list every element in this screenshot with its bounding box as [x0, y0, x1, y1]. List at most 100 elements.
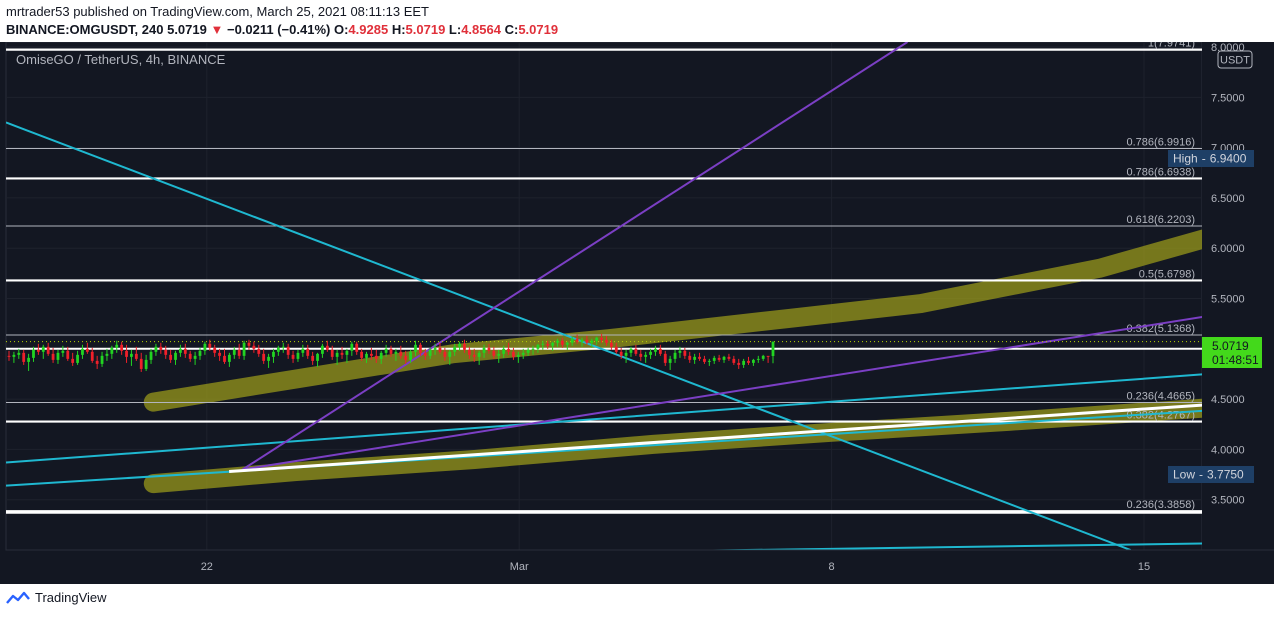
price-axis[interactable]	[1202, 42, 1274, 550]
candle-body-82	[409, 351, 412, 360]
candle-body-7	[41, 346, 45, 352]
y-tick-4: 6.0000	[1211, 243, 1245, 255]
candle-body-104	[516, 354, 520, 357]
fib-label-1: 0.786(6.9916)	[1127, 136, 1196, 148]
candle-body-154	[761, 355, 765, 359]
candle-body-14	[76, 354, 79, 363]
candles	[7, 333, 775, 372]
candle-body-139	[688, 355, 692, 360]
low-label: Low	[1173, 468, 1195, 482]
candle-body-126	[624, 352, 628, 356]
candle-body-72	[360, 351, 364, 358]
candle-body-141	[698, 356, 701, 359]
candle-body-103	[512, 351, 515, 357]
candle-body-15	[81, 348, 84, 355]
countdown-value: 01:48:51	[1212, 353, 1259, 367]
candle-body-70	[350, 343, 354, 351]
currency-badge[interactable]: USDT	[1217, 50, 1253, 69]
candle-body-119	[590, 340, 594, 343]
candle-body-142	[703, 358, 706, 362]
price-change: −0.0211 (−0.41%)	[226, 22, 331, 37]
candle-body-51	[257, 348, 261, 354]
candle-body-68	[340, 352, 344, 355]
candle-body-151	[747, 360, 750, 363]
candle-body-114	[565, 342, 569, 345]
candle-body-89	[443, 351, 447, 357]
candle-body-21	[110, 347, 114, 354]
candle-body-123	[609, 342, 613, 347]
candle-body-26	[134, 353, 138, 359]
candle-body-112	[556, 340, 559, 343]
high-badge: High -6.9400	[1168, 150, 1254, 167]
candle-body-143	[707, 360, 711, 362]
candle-body-136	[673, 352, 677, 359]
candle-body-55	[276, 347, 280, 352]
candle-body-90	[448, 351, 452, 357]
close-label: C:	[504, 22, 519, 37]
candle-body-153	[756, 358, 760, 360]
candle-body-96	[477, 352, 481, 357]
highlight-bands	[143, 229, 1202, 494]
candle-body-108	[536, 344, 540, 349]
candle-body-147	[727, 356, 731, 359]
candle-body-73	[365, 353, 368, 358]
brand-name: TradingView	[35, 590, 107, 605]
x-tick-0: 22	[201, 561, 213, 573]
candle-body-84	[418, 344, 422, 353]
high-value: 6.9400	[1210, 152, 1247, 166]
candle-body-156	[771, 341, 775, 357]
price-axis-labels: 8.00007.50007.00006.50006.00005.50005.00…	[1211, 42, 1245, 507]
time-axis-labels: 22Mar8152226Apr512	[201, 561, 1150, 573]
fib-label-3: 0.618(6.2203)	[1127, 214, 1196, 226]
candle-body-60	[301, 348, 305, 353]
candle-body-99	[492, 350, 496, 356]
fib-label-5: 0.382(5.1368)	[1127, 323, 1196, 335]
candle-body-148	[732, 358, 736, 363]
candle-body-52	[262, 353, 266, 361]
candle-body-92	[458, 343, 461, 347]
open-label: O:	[333, 22, 349, 37]
candle-body-100	[497, 353, 501, 356]
candle-body-18	[95, 360, 99, 364]
candle-body-24	[125, 350, 128, 357]
highlight-band-0	[143, 229, 1202, 412]
candle-body-39	[198, 350, 202, 356]
candle-body-67	[335, 352, 339, 357]
trendline-0	[6, 121, 1131, 550]
candle-body-101	[502, 348, 506, 354]
candle-body-125	[619, 351, 623, 356]
candle-body-53	[267, 356, 270, 361]
candle-body-121	[600, 337, 603, 340]
candle-body-25	[130, 353, 133, 357]
fib-label-0: 1(7.9741)	[1148, 42, 1195, 50]
candle-body-69	[345, 350, 349, 355]
candle-body-43	[218, 352, 221, 356]
y-tick-8: 4.0000	[1211, 444, 1245, 456]
candle-body-12	[66, 350, 70, 359]
high-value: 5.0719	[405, 22, 446, 37]
down-triangle-icon: ▼	[210, 22, 224, 37]
candle-body-149	[737, 362, 741, 365]
candle-body-77	[384, 348, 388, 353]
candle-body-37	[188, 353, 192, 359]
price-chart[interactable]: 1(7.9741) 0.786(6.9916) 0.786(6.6938) 0.618…	[0, 42, 1274, 584]
fib-label-8: 0.236(3.3858)	[1127, 499, 1196, 511]
candle-body-78	[389, 348, 393, 354]
candle-body-16	[85, 348, 89, 352]
candle-body-150	[742, 360, 746, 365]
candle-body-29	[149, 351, 153, 360]
candle-body-75	[374, 355, 378, 359]
candle-body-31	[159, 346, 163, 350]
x-tick-1: Mar	[510, 561, 529, 573]
candle-body-116	[575, 338, 579, 342]
candle-body-34	[174, 352, 177, 360]
high-label: H:	[391, 22, 406, 37]
candle-body-44	[223, 355, 226, 362]
candle-body-122	[605, 339, 608, 343]
svg-text:Low-3.7750: Low -3.7750	[1173, 468, 1244, 482]
candle-body-74	[370, 353, 373, 356]
fib-label-6: 0.236(4.4665)	[1127, 390, 1196, 402]
candle-body-80	[399, 351, 403, 356]
candle-body-85	[423, 352, 427, 356]
candle-body-118	[585, 339, 589, 343]
